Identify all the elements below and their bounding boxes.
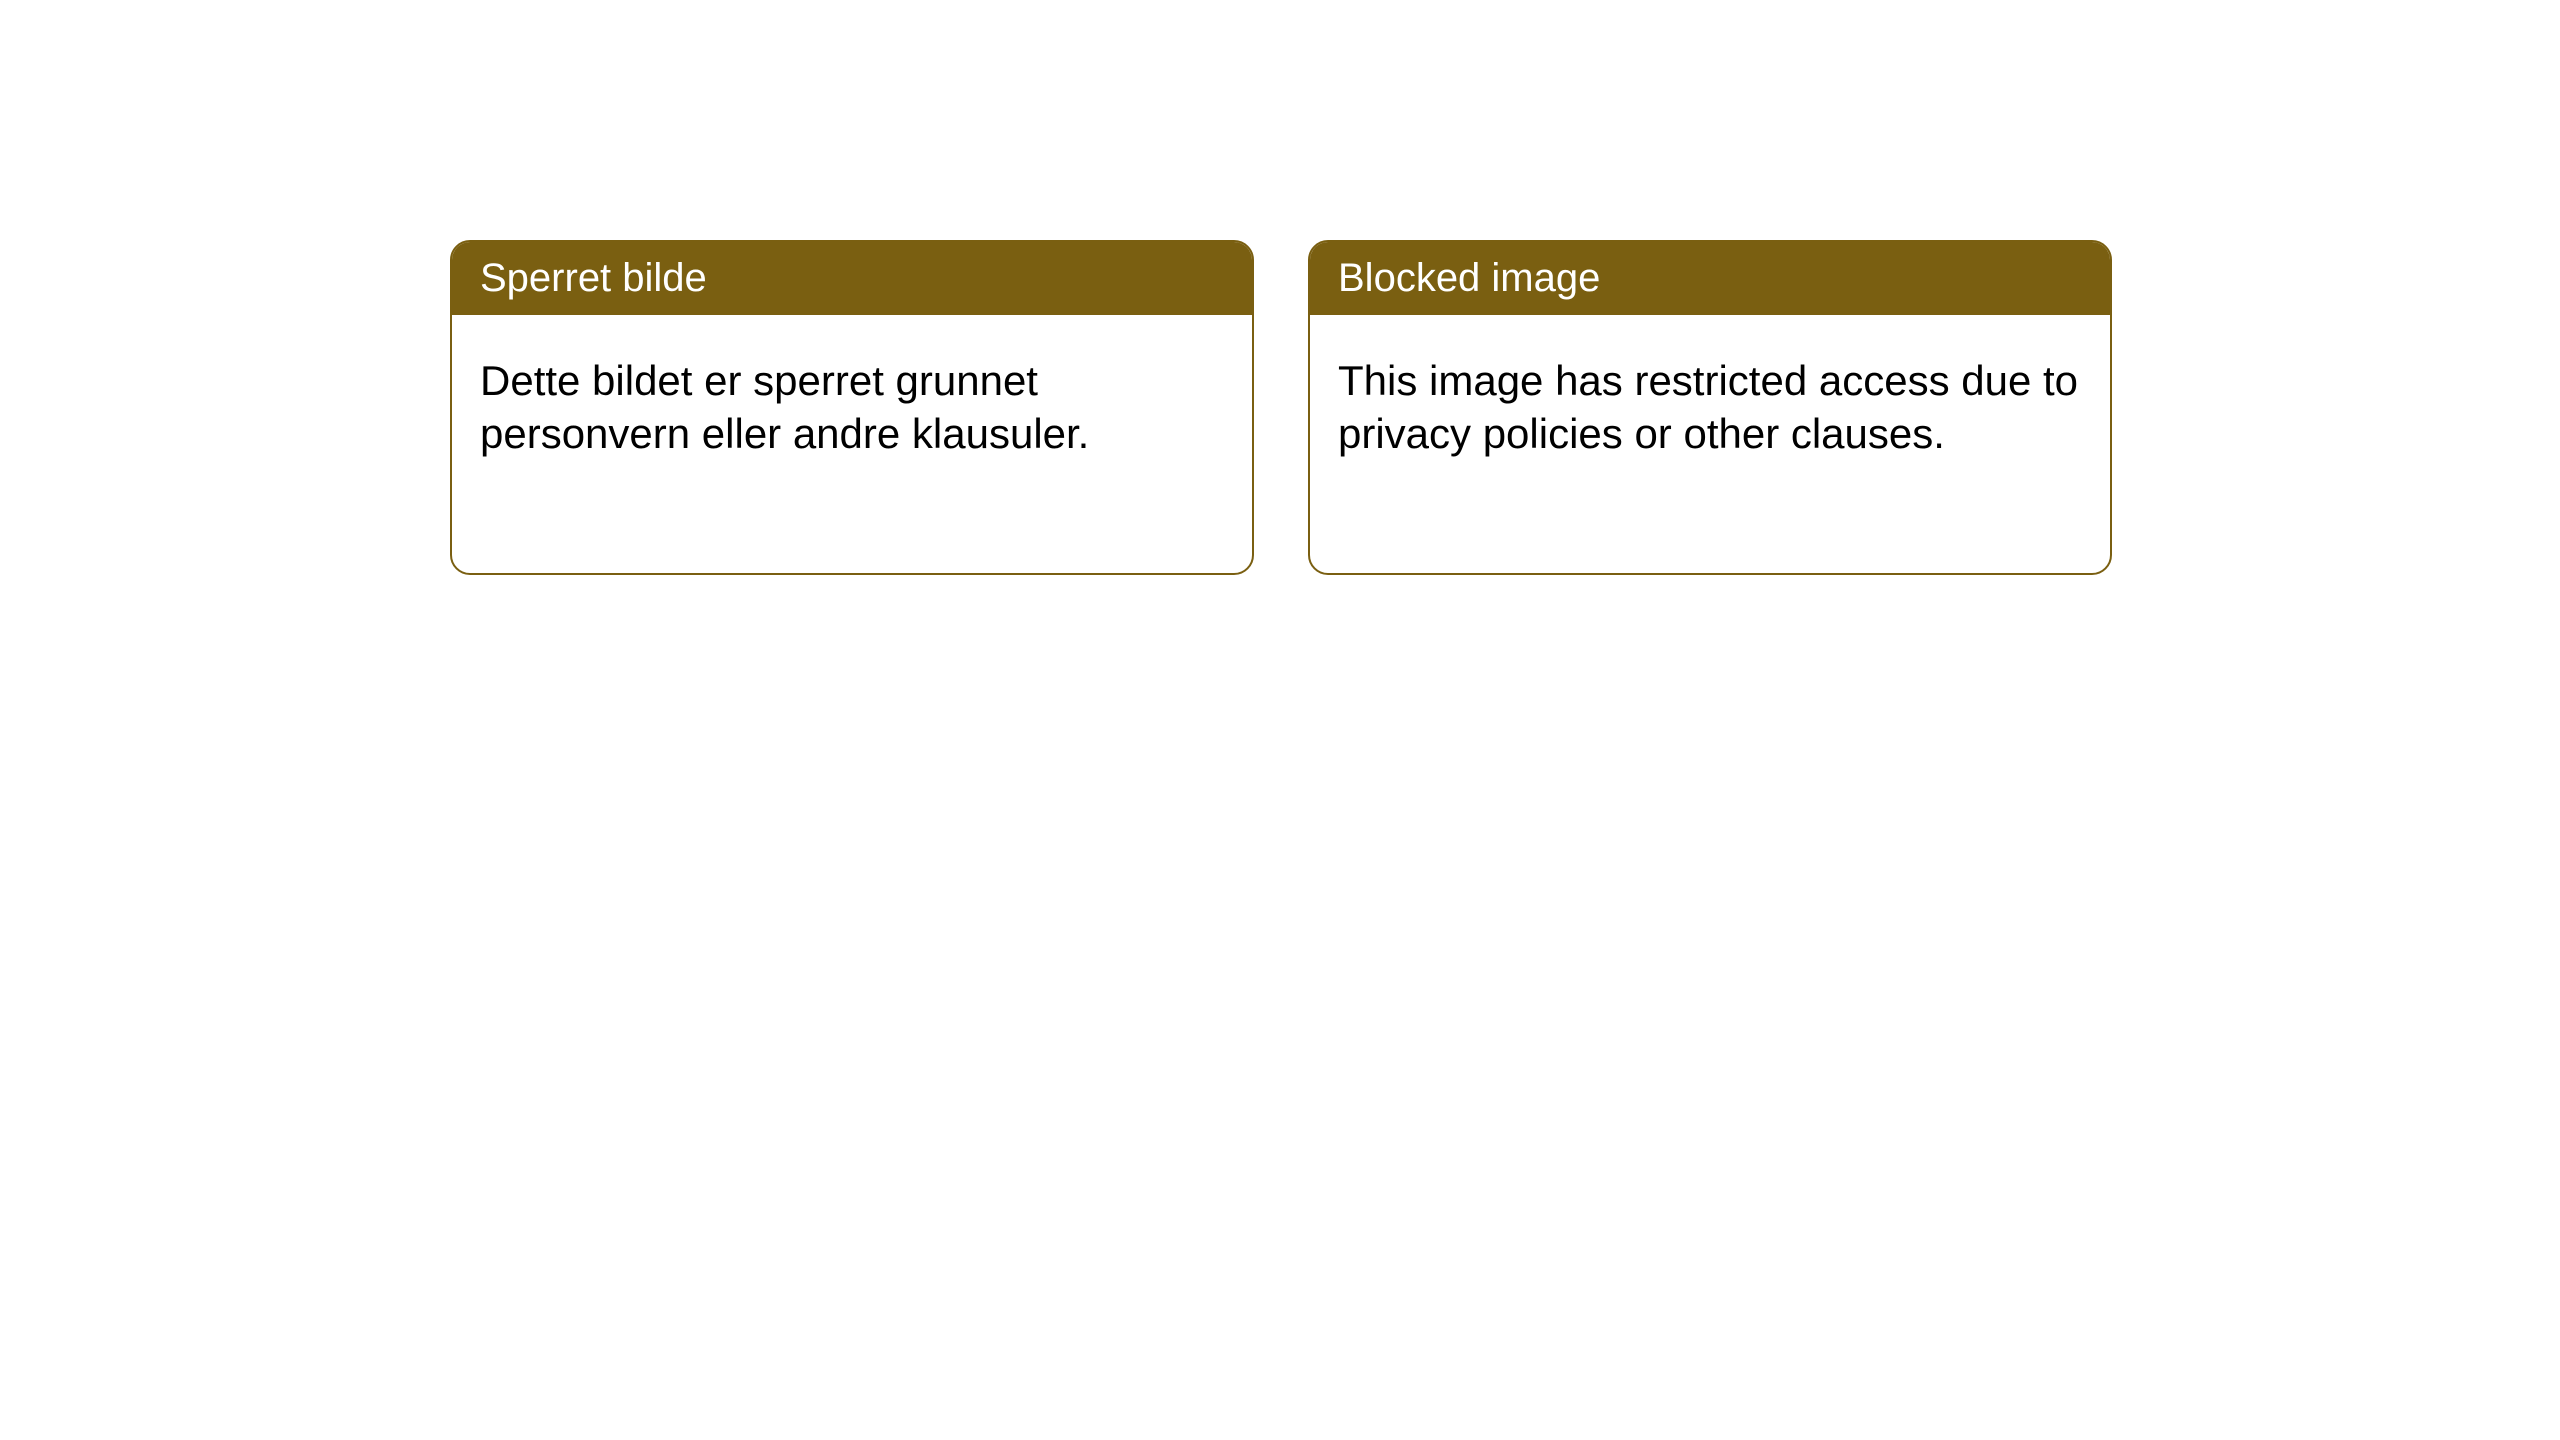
notice-card-english: Blocked image This image has restricted … bbox=[1308, 240, 2112, 575]
card-body-text: Dette bildet er sperret grunnet personve… bbox=[480, 357, 1089, 457]
card-body: This image has restricted access due to … bbox=[1310, 315, 2110, 500]
notice-card-norwegian: Sperret bilde Dette bildet er sperret gr… bbox=[450, 240, 1254, 575]
card-body-text: This image has restricted access due to … bbox=[1338, 357, 2078, 457]
card-title: Sperret bilde bbox=[480, 256, 707, 300]
card-header: Sperret bilde bbox=[452, 242, 1252, 315]
notice-cards-container: Sperret bilde Dette bildet er sperret gr… bbox=[450, 240, 2112, 575]
card-title: Blocked image bbox=[1338, 256, 1600, 300]
card-body: Dette bildet er sperret grunnet personve… bbox=[452, 315, 1252, 500]
card-header: Blocked image bbox=[1310, 242, 2110, 315]
